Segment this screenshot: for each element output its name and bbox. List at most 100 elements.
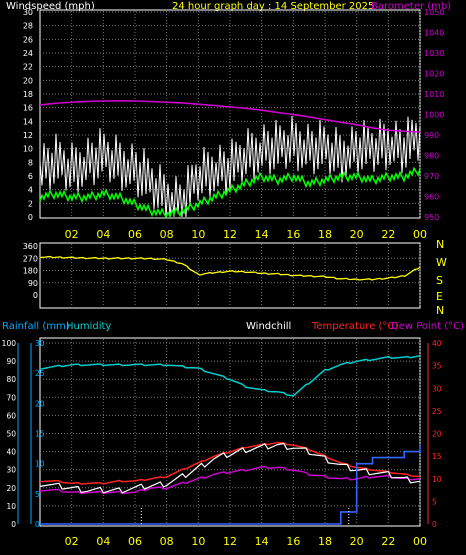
direction-panel-frame xyxy=(39,242,421,309)
hour-tick-label: 18 xyxy=(318,228,332,241)
hour-tick-label: 16 xyxy=(286,228,300,241)
wind-direction-panel: 0 90 180 270 360 xyxy=(23,242,421,307)
wind-y-tick-label: 28 xyxy=(23,22,33,31)
temperature-y-tick-label: 30 xyxy=(432,384,442,393)
hour-tick-label: 16 xyxy=(286,535,300,548)
hour-tick-label: 04 xyxy=(96,535,110,548)
chart-title: 24 hour graph day : 14 September 2025 xyxy=(172,1,374,12)
hour-tick-label: 00 xyxy=(413,535,427,548)
temperature-y-tick-label: 5 xyxy=(432,497,437,506)
temperature-y-tick-label: 25 xyxy=(432,407,442,416)
barometer-y-tick-label: 970 xyxy=(424,172,439,181)
wind-y-tick-label: 18 xyxy=(23,90,33,99)
wind-barometer-panel: 0246810121416182022242628309509609709809… xyxy=(23,8,445,241)
direction-y-tick-label: 0 xyxy=(33,291,38,300)
barometer-y-tick-label: 950 xyxy=(424,213,439,222)
temperature-y-tick-label: 40 xyxy=(432,339,442,348)
barometer-y-tick-label: 1030 xyxy=(424,49,444,58)
hour-tick-label: 02 xyxy=(65,535,79,548)
wind-y-tick-label: 30 xyxy=(23,8,33,17)
temperature-y-tick-label: 15 xyxy=(432,452,442,461)
humidity-y-tick-label: 50 xyxy=(6,430,16,439)
rainfall-axis-title: Rainfall (mm) xyxy=(2,321,70,332)
barometer-y-tick-label: 990 xyxy=(424,131,439,140)
humidity-line xyxy=(39,354,421,397)
temperature-y-tick-label: 10 xyxy=(432,475,442,484)
hour-tick-label: 12 xyxy=(223,228,237,241)
direction-y-tick-label: 270 xyxy=(23,254,38,263)
barometer-y-tick-label: 1000 xyxy=(424,111,444,120)
compass-label-e: E xyxy=(436,290,443,303)
hour-tick-label: 10 xyxy=(191,228,205,241)
hour-tick-label: 06 xyxy=(128,228,142,241)
hour-tick-label: 12 xyxy=(223,535,237,548)
wind-y-tick-label: 12 xyxy=(23,131,33,140)
barometer-axis-title: Barometer (mb) xyxy=(371,1,451,12)
humidity-y-tick-label: 20 xyxy=(6,484,16,493)
wind-y-tick-label: 0 xyxy=(28,213,33,222)
hour-tick-label: 06 xyxy=(128,535,142,548)
humidity-y-tick-label: 60 xyxy=(6,411,16,420)
barometer-y-tick-label: 1040 xyxy=(424,29,444,38)
rain-y-tick-label: 30 xyxy=(35,339,45,348)
wind-y-tick-label: 22 xyxy=(23,63,33,72)
wind-y-tick-label: 26 xyxy=(23,35,33,44)
compass-label-n-bottom: N xyxy=(436,304,444,317)
humidity-y-tick-label: 30 xyxy=(6,466,16,475)
wind-y-tick-label: 4 xyxy=(28,186,33,195)
hour-tick-label: 00 xyxy=(413,228,427,241)
dewpoint-title: Dew Point (°C) xyxy=(391,321,464,332)
humidity-y-tick-label: 10 xyxy=(6,502,16,511)
compass-label-n-top: N xyxy=(436,238,444,251)
humidity-y-tick-label: 70 xyxy=(6,393,16,402)
wind-y-tick-label: 2 xyxy=(28,199,33,208)
windchill-title: Windchill xyxy=(246,321,291,332)
hour-tick-label: 14 xyxy=(255,535,269,548)
rain-y-tick-label: 5 xyxy=(35,490,40,499)
temperature-humidity-panel: 0102030405060708090100051015202530051015… xyxy=(2,339,442,548)
hour-tick-label: 20 xyxy=(350,228,364,241)
barometer-y-tick-label: 980 xyxy=(424,152,439,161)
rain-y-tick-label: 10 xyxy=(35,460,45,469)
barometer-y-tick-label: 1020 xyxy=(424,70,444,79)
temperature-y-tick-label: 35 xyxy=(432,362,442,371)
humidity-axis-title: Humidity xyxy=(66,321,111,332)
barometer-y-tick-label: 1050 xyxy=(424,8,444,17)
wind-y-tick-label: 8 xyxy=(28,158,33,167)
rain-y-tick-label: 25 xyxy=(35,369,45,378)
barometer-y-tick-label: 960 xyxy=(424,193,439,202)
direction-y-tick-label: 90 xyxy=(28,279,38,288)
humidity-y-tick-label: 40 xyxy=(6,448,16,457)
barometer-y-tick-label: 1010 xyxy=(424,90,444,99)
temperature-y-tick-label: 20 xyxy=(432,430,442,439)
barometer-line xyxy=(39,100,421,133)
humidity-y-tick-label: 90 xyxy=(6,357,16,366)
direction-y-tick-label: 360 xyxy=(23,242,38,251)
hour-tick-label: 08 xyxy=(160,535,174,548)
humidity-y-tick-label: 100 xyxy=(2,339,17,348)
humidity-y-tick-label: 80 xyxy=(6,375,16,384)
rainfall-line xyxy=(40,445,421,525)
direction-y-tick-label: 180 xyxy=(23,267,38,276)
rain-y-tick-label: 15 xyxy=(35,430,45,439)
temperature-axis-title: Temperature (°C) xyxy=(311,321,398,332)
hour-tick-label: 10 xyxy=(191,535,205,548)
rain-y-tick-label: 0 xyxy=(35,520,40,529)
hour-tick-label: 22 xyxy=(381,535,395,548)
hour-tick-label: 02 xyxy=(65,228,79,241)
wind-y-tick-label: 10 xyxy=(23,145,33,154)
wind-y-tick-label: 24 xyxy=(23,49,33,58)
compass-label-s: S xyxy=(436,274,443,287)
compass-labels: N W S E N xyxy=(436,238,447,317)
windspeed-axis-title: Windspeed (mph) xyxy=(6,1,95,12)
compass-label-w: W xyxy=(436,256,447,269)
wind-average-line xyxy=(39,166,421,219)
hour-tick-label: 14 xyxy=(255,228,269,241)
rain-y-tick-label: 20 xyxy=(35,399,45,408)
wind-y-tick-label: 6 xyxy=(28,172,33,181)
wind-y-tick-label: 16 xyxy=(23,104,33,113)
wind-y-tick-label: 20 xyxy=(23,76,33,85)
hour-tick-label: 20 xyxy=(350,535,364,548)
hour-tick-label: 22 xyxy=(381,228,395,241)
